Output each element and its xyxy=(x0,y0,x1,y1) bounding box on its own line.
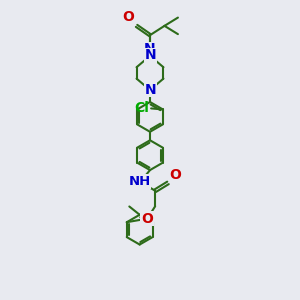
Text: Cl: Cl xyxy=(134,101,149,115)
Text: O: O xyxy=(141,212,153,226)
Text: N: N xyxy=(145,48,156,62)
Text: O: O xyxy=(122,11,134,24)
Text: N: N xyxy=(145,82,156,97)
Text: N: N xyxy=(144,42,156,56)
Text: NH: NH xyxy=(128,175,151,188)
Text: O: O xyxy=(170,168,182,182)
